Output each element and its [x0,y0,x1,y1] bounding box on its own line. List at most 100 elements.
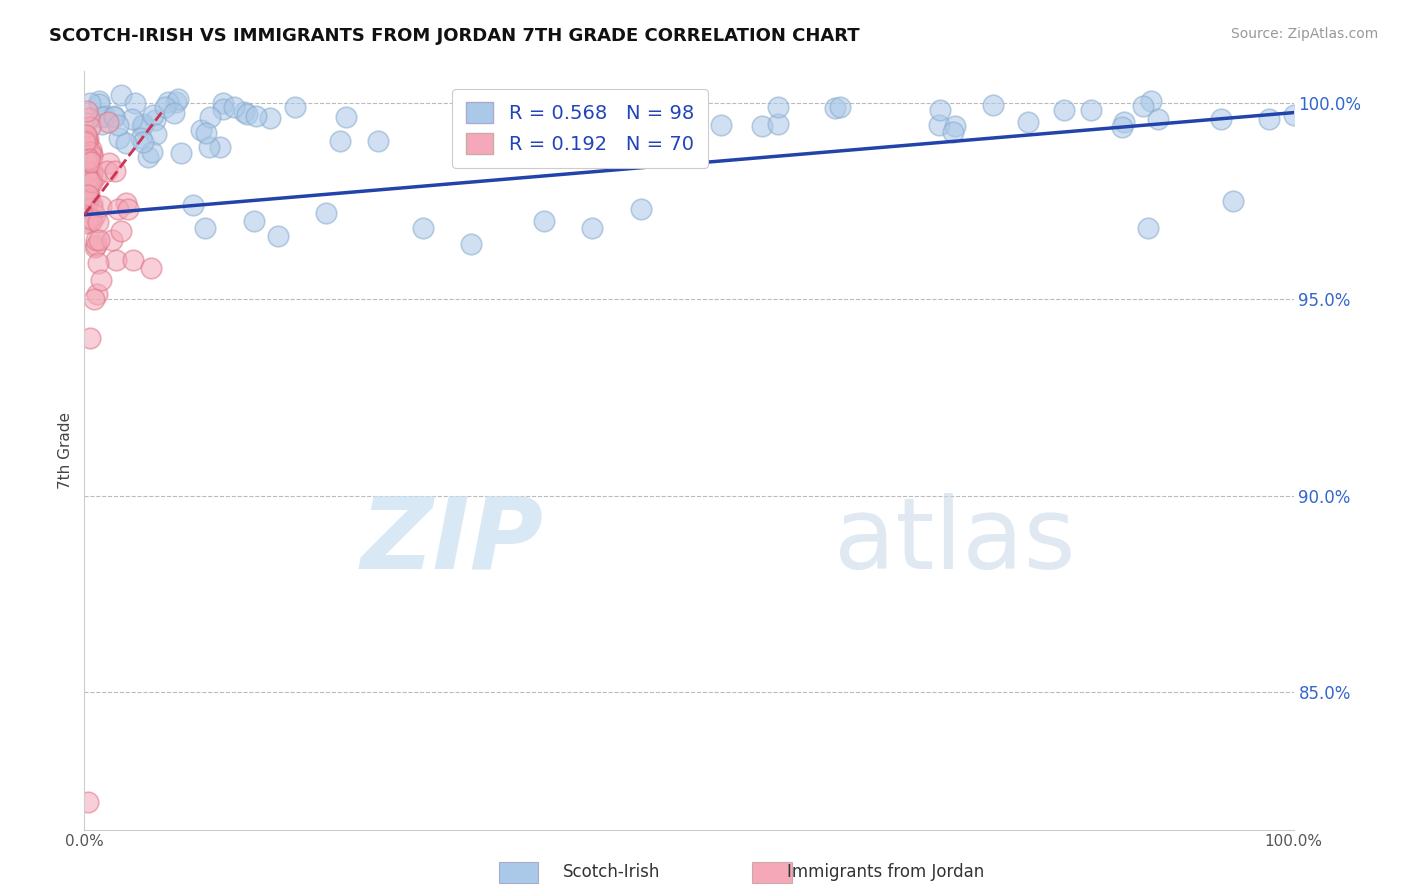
Point [163,106,186,120]
Point [75,149,97,163]
Point [142,108,165,122]
Point [1222,194,1244,208]
Point [79,175,101,189]
Text: ZIP: ZIP [361,493,544,590]
Point [581,221,603,235]
Point [943,120,966,134]
Point [1114,115,1136,129]
Point [87,233,110,247]
Point [367,134,389,148]
Point [79,120,101,134]
Point [1132,99,1154,113]
Point [76,216,98,230]
Point [242,213,264,227]
Point [114,136,136,150]
Point [212,95,235,110]
Point [153,100,176,114]
Point [245,109,267,123]
Point [751,119,773,133]
Point [79,153,101,167]
Point [75,181,97,195]
Point [82,165,104,179]
Point [828,100,851,114]
Point [259,111,281,125]
Point [76,170,98,185]
Point [143,113,166,128]
Point [84,240,107,254]
Point [928,118,950,132]
Point [267,229,290,244]
Point [131,135,153,149]
Point [654,124,676,138]
Point [76,145,98,159]
Point [76,165,98,179]
Point [79,145,101,160]
Point [131,117,153,131]
Point [77,112,100,126]
Point [87,256,110,270]
Point [94,109,117,123]
Point [167,92,190,106]
Point [607,115,630,129]
Point [84,233,107,247]
Point [77,166,100,180]
Point [170,145,193,160]
Point [315,206,337,220]
Point [90,273,112,287]
Point [139,260,162,275]
Point [79,331,101,345]
Point [73,190,96,204]
Point [89,94,111,108]
Point [80,147,103,161]
Point [1209,112,1232,126]
Point [1258,112,1281,126]
Text: Source: ZipAtlas.com: Source: ZipAtlas.com [1230,27,1378,41]
Point [141,145,163,160]
Point [80,197,103,211]
Point [136,151,159,165]
Point [76,104,98,119]
Point [197,140,219,154]
Point [79,174,101,188]
Point [709,119,731,133]
Point [194,126,217,140]
Point [1282,107,1305,121]
Point [224,100,246,114]
Point [80,142,103,156]
Point [75,116,97,130]
Point [84,169,107,184]
Point [107,202,129,216]
Point [76,135,98,149]
Point [284,100,307,114]
Point [198,110,221,124]
Point [1139,94,1161,108]
Text: Immigrants from Jordan: Immigrants from Jordan [787,863,984,881]
Point [929,103,952,117]
Point [1111,120,1133,134]
Point [105,252,128,267]
Point [533,213,555,227]
Point [76,196,98,211]
Text: SCOTCH-IRISH VS IMMIGRANTS FROM JORDAN 7TH GRADE CORRELATION CHART: SCOTCH-IRISH VS IMMIGRANTS FROM JORDAN 7… [49,27,860,45]
Point [499,131,522,145]
Point [76,190,98,204]
Point [97,156,120,170]
Point [335,110,357,124]
Point [77,132,100,146]
Point [145,127,167,141]
Point [983,98,1005,112]
Point [1137,221,1160,235]
Point [75,135,97,149]
Point [194,221,217,235]
Point [212,102,235,116]
Point [630,202,652,216]
Point [208,140,231,154]
Point [80,213,103,227]
Point [165,95,187,109]
Point [412,221,434,235]
Point [124,96,146,111]
Point [73,135,96,149]
Point [76,189,98,203]
Point [460,237,482,252]
Point [115,196,138,211]
